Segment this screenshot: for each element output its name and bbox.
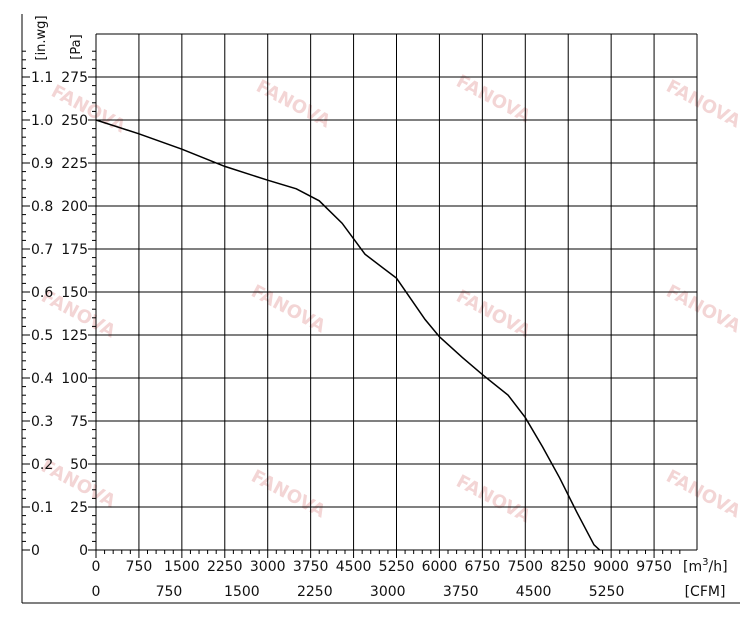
x-tick-label-m3h: 4500 — [336, 559, 372, 575]
y-tick-label-pa: 225 — [61, 156, 88, 172]
y-tick-label-pa: 0 — [79, 543, 88, 559]
x-tick-label-m3h: 1500 — [164, 559, 200, 575]
y-tick-label-pa: 50 — [70, 457, 88, 473]
watermark-text: FANOVA — [253, 76, 334, 132]
y-unit-label-pa: [Pa] — [69, 34, 84, 59]
watermark-text: FANOVA — [663, 466, 744, 522]
performance-curve — [95, 119, 601, 551]
x-unit-tail: /h] — [708, 559, 727, 575]
y-tick-label-inwg: 0.7 — [31, 242, 53, 258]
y-unit-label-inwg: [in.wg] — [34, 15, 49, 60]
y-tick-label-inwg: 0.5 — [31, 328, 53, 344]
x-unit-label-m3h: [m3/h] — [683, 557, 728, 575]
y-tick-label-inwg: 0.2 — [31, 457, 53, 473]
y-tick-label-inwg: 0.9 — [31, 156, 53, 172]
y-tick-label-inwg: 0.8 — [31, 199, 53, 215]
x-tick-label-cfm: 4500 — [516, 584, 552, 600]
y-tick-label-inwg: 0.6 — [31, 285, 53, 301]
watermark-text: FANOVA — [663, 281, 744, 337]
x-tick-label-m3h: 3750 — [293, 559, 329, 575]
watermark-text: FANOVA — [48, 81, 129, 137]
watermark-text: FANOVA — [453, 71, 534, 127]
x-tick-label-m3h: 6750 — [465, 559, 501, 575]
y-tick-label-pa: 25 — [70, 500, 88, 516]
watermark-text: FANOVA — [248, 281, 329, 337]
watermark-text: FANOVA — [663, 76, 744, 132]
y-tick-label-pa: 150 — [61, 285, 88, 301]
x-unit-label-cfm: [CFM] — [685, 584, 726, 600]
y-tick-label-inwg: 0.4 — [31, 371, 53, 387]
y-tick-label-inwg: 1.0 — [31, 113, 53, 129]
x-tick-label-m3h: 5250 — [379, 559, 415, 575]
x-tick-label-cfm: 750 — [156, 584, 183, 600]
x-tick-label-m3h: 3000 — [250, 559, 286, 575]
y-tick-label-inwg: 0 — [31, 543, 40, 559]
y-tick-label-pa: 250 — [61, 113, 88, 129]
x-tick-label-m3h: 8250 — [550, 559, 586, 575]
x-tick-label-m3h: 0 — [92, 559, 101, 575]
x-unit-sup: 3 — [702, 557, 708, 568]
watermark-text: FANOVA — [453, 471, 534, 527]
watermark-text: FANOVA — [248, 466, 329, 522]
y-tick-label-inwg: 0.1 — [31, 500, 53, 516]
x-tick-label-m3h: 2250 — [207, 559, 243, 575]
y-tick-label-inwg: 0.3 — [31, 414, 53, 430]
y-tick-label-pa: 175 — [61, 242, 88, 258]
y-tick-label-pa: 100 — [61, 371, 88, 387]
y-tick-label-pa: 200 — [61, 199, 88, 215]
x-tick-label-cfm: 0 — [92, 584, 101, 600]
x-tick-label-m3h: 6000 — [422, 559, 458, 575]
x-tick-label-cfm: 3000 — [370, 584, 406, 600]
x-tick-label-m3h: 9000 — [593, 559, 629, 575]
y-tick-label-pa: 125 — [61, 328, 88, 344]
watermark-text: FANOVA — [453, 286, 534, 342]
x-tick-label-cfm: 2250 — [297, 584, 333, 600]
x-tick-label-m3h: 750 — [126, 559, 153, 575]
x-unit-base: [m — [683, 559, 702, 575]
x-tick-label-m3h: 9750 — [636, 559, 672, 575]
y-tick-label-inwg: 1.1 — [31, 70, 53, 86]
x-tick-label-cfm: 5250 — [589, 584, 625, 600]
y-tick-label-pa: 75 — [70, 414, 88, 430]
x-tick-label-m3h: 7500 — [507, 559, 543, 575]
y-tick-label-pa: 275 — [61, 70, 88, 86]
x-tick-label-cfm: 1500 — [224, 584, 260, 600]
x-tick-label-cfm: 3750 — [443, 584, 479, 600]
